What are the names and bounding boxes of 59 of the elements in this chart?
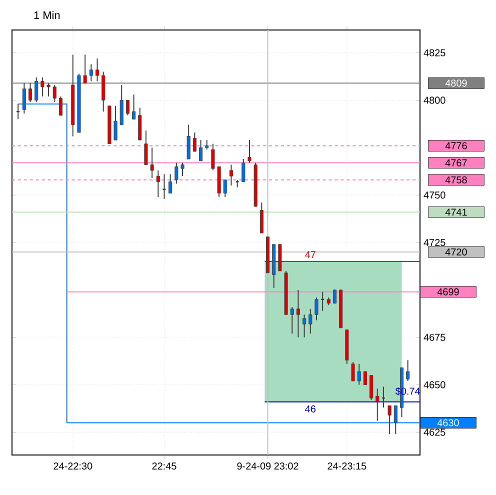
candlestick <box>357 363 361 386</box>
candlestick <box>388 405 392 435</box>
candlestick <box>162 174 166 200</box>
x-tick-label: 24-22:30 <box>54 462 92 470</box>
candlestick <box>156 170 160 198</box>
candlestick <box>144 130 148 166</box>
candlestick <box>351 362 355 382</box>
candlestick <box>174 162 178 184</box>
ref-line-label: 4809 <box>445 80 467 87</box>
candlestick <box>168 174 172 194</box>
candlestick <box>199 140 203 162</box>
candlestick <box>394 405 398 435</box>
ref-line-label: 4758 <box>445 176 467 184</box>
candlestick <box>308 308 312 334</box>
candlestick <box>370 374 374 400</box>
candlestick <box>332 289 337 304</box>
candlestick <box>223 179 227 198</box>
candlestick <box>126 100 130 116</box>
candlestick <box>296 289 300 338</box>
candlestick <box>192 132 196 152</box>
candlestick <box>205 140 209 150</box>
candlestick <box>89 64 93 82</box>
data-label: 4630 <box>437 419 459 426</box>
candlestick <box>186 124 190 160</box>
ref-line-label: 4776 <box>445 142 467 150</box>
candlestick <box>211 143 215 171</box>
candlestick <box>114 105 118 141</box>
candlestick <box>302 314 306 338</box>
y-tick-label: 4675 <box>424 334 446 341</box>
data-label: 4699 <box>437 288 459 296</box>
y-tick-label: 4650 <box>424 381 446 388</box>
candlestick <box>376 388 380 422</box>
x-tick-label: 22:45 <box>152 462 176 470</box>
ref-line-label: 4720 <box>445 248 467 256</box>
candlestick <box>314 297 318 321</box>
candlestick <box>95 58 100 82</box>
candlestick <box>363 371 367 386</box>
y-tick-label: 4825 <box>424 49 446 56</box>
candlestick <box>248 140 252 164</box>
y-tick-label: 4725 <box>424 238 446 246</box>
annotation: 47 <box>305 251 316 258</box>
y-tick-label: 4800 <box>424 96 446 104</box>
candlestick <box>290 306 294 334</box>
annotation: 46 <box>305 405 316 412</box>
candlestick <box>83 54 87 84</box>
ref-line-label: 4767 <box>445 159 467 166</box>
candlestick <box>150 147 154 178</box>
candlestick <box>229 164 233 186</box>
x-tick-label: 9-24-09 23:02 <box>237 462 298 470</box>
x-tick-label: 24-23:15 <box>328 462 366 470</box>
candlestick <box>260 202 264 234</box>
y-tick-label: 4750 <box>424 192 446 199</box>
ref-line-label: 4741 <box>445 208 467 216</box>
chart-title: 1 Min <box>34 11 60 19</box>
candlestick <box>242 158 246 182</box>
candlestick <box>406 360 410 382</box>
y-tick-label: 4625 <box>424 428 446 436</box>
candlestick <box>132 94 136 120</box>
candlestick <box>180 162 184 177</box>
